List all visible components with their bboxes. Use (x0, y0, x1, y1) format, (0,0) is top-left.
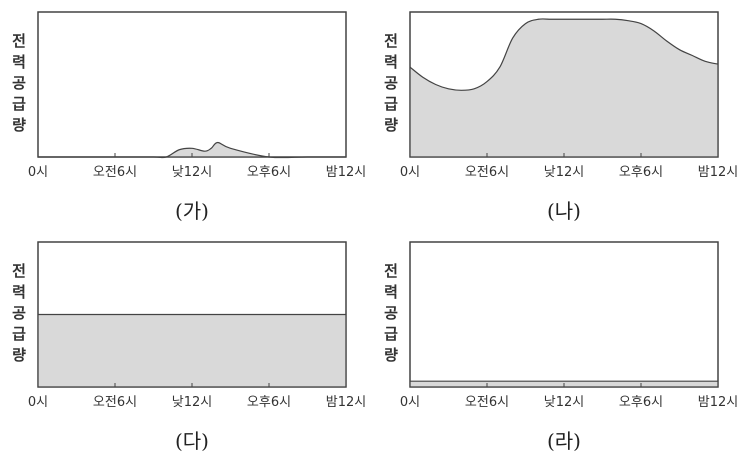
y-axis-label-char: 력 (12, 53, 26, 71)
x-tick-label: 오후6시 (247, 395, 291, 410)
y-axis-label-char: 량 (12, 116, 26, 134)
y-axis-label-char: 력 (384, 283, 398, 301)
y-axis-label-char: 공 (12, 74, 26, 92)
y-axis-label-char: 공 (384, 304, 398, 322)
plot-frame (409, 241, 719, 388)
x-tick-label: 오후6시 (619, 165, 663, 180)
x-tick-label: 오후6시 (247, 165, 291, 180)
x-tick-label: 오전6시 (93, 165, 137, 180)
x-tick-label: 밤12시 (326, 395, 366, 410)
x-tick-label: 0시 (400, 165, 420, 180)
x-tick-label: 낮12시 (544, 395, 584, 410)
x-tick-label: 0시 (28, 395, 48, 410)
supply-area-ga (38, 142, 346, 158)
y-axis-label-char: 전 (12, 32, 26, 50)
y-axis-label-char: 력 (12, 283, 26, 301)
x-tick-label: 0시 (400, 395, 420, 410)
panel-label-na: (나) (547, 199, 581, 223)
supply-area-da (38, 314, 346, 387)
y-axis-label-char: 급 (384, 325, 398, 343)
y-axis-label-char: 전 (384, 32, 398, 50)
y-axis-label-char: 량 (12, 346, 26, 364)
y-axis-label-char: 공 (12, 304, 26, 322)
y-axis-label-char: 공 (384, 74, 398, 92)
x-tick-label: 낮12시 (172, 165, 212, 180)
supply-line-na (409, 18, 719, 91)
y-axis-label-char: 력 (384, 53, 398, 71)
y-axis-label-char: 전 (384, 262, 398, 280)
x-tick-label: 밤12시 (698, 395, 738, 410)
panel-label-da: (다) (175, 429, 209, 453)
y-axis-label-char: 전 (12, 262, 26, 280)
y-axis-label-char: 량 (384, 116, 398, 134)
y-axis-label-char: 급 (12, 95, 26, 113)
supply-area-na (410, 18, 718, 157)
y-axis-label-char: 량 (384, 346, 398, 364)
x-tick-label: 오전6시 (465, 395, 509, 410)
x-tick-label: 낮12시 (172, 395, 212, 410)
x-tick-label: 0시 (28, 165, 48, 180)
panel-label-ga: (가) (175, 199, 209, 223)
x-tick-label: 밤12시 (698, 165, 738, 180)
chart-panel-da: 0시 오전6시 낮12시 오후6시 밤12시 전 력 공 급 량 (다) (0, 230, 372, 459)
x-tick-label: 밤12시 (326, 165, 366, 180)
plot-frame (37, 11, 347, 158)
x-tick-label: 오후6시 (619, 395, 663, 410)
x-tick-label: 오전6시 (465, 165, 509, 180)
chart-panel-ga: 0시 오전6시 낮12시 오후6시 밤12시 전 력 공 급 량 (가) (0, 0, 372, 229)
panel-label-ra: (라) (547, 429, 581, 453)
y-axis-label-char: 급 (384, 95, 398, 113)
chart-panel-ra: 0시 오전6시 낮12시 오후6시 밤12시 전 력 공 급 량 (라) (372, 230, 744, 459)
chart-panel-na: 0시 오전6시 낮12시 오후6시 밤12시 전 력 공 급 량 (나) (372, 0, 744, 229)
x-tick-label: 오전6시 (93, 395, 137, 410)
y-axis-label-char: 급 (12, 325, 26, 343)
x-tick-label: 낮12시 (544, 165, 584, 180)
